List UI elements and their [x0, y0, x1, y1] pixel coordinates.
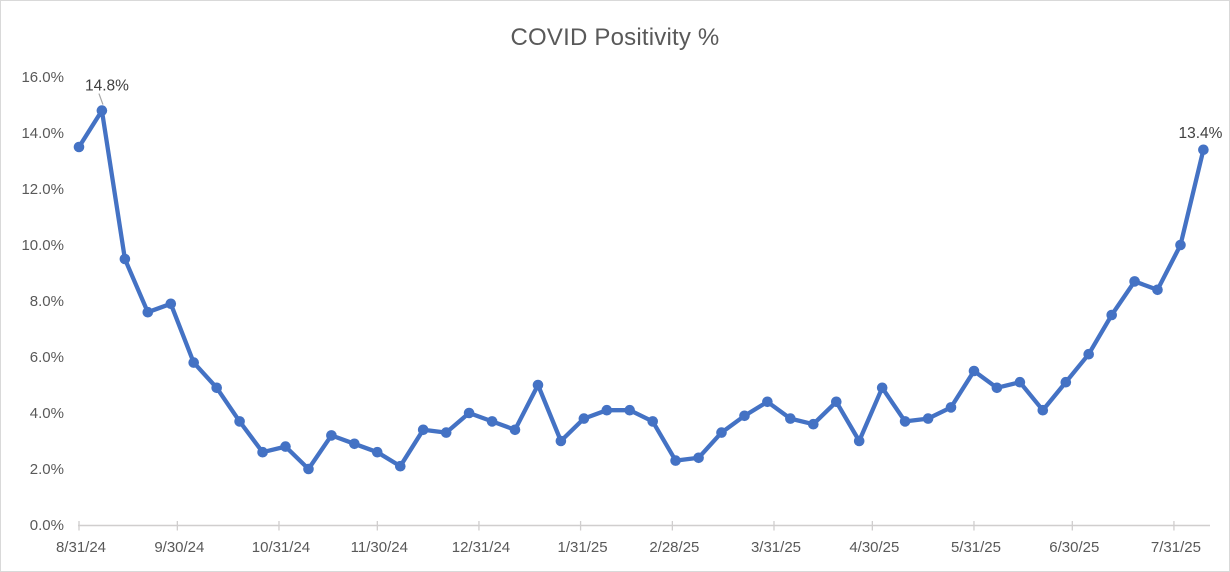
x-axis-tick-label: 7/31/25	[1151, 539, 1201, 556]
data-point-marker	[509, 424, 521, 436]
data-point-label: 14.8%	[85, 78, 129, 95]
x-axis-tick-label: 8/31/24	[56, 539, 106, 556]
data-point-marker	[1037, 404, 1049, 416]
data-point-marker	[395, 460, 406, 472]
y-axis-tick-label: 12.0%	[21, 181, 64, 198]
data-point-marker	[372, 446, 383, 458]
data-label-leader-line	[98, 93, 104, 105]
data-point-marker	[349, 438, 360, 450]
y-axis-tick-label: 2.0%	[30, 461, 64, 478]
y-axis-tick-label: 10.0%	[21, 237, 64, 254]
data-point-label: 13.4%	[1178, 125, 1222, 142]
data-point-marker	[1083, 348, 1094, 360]
data-point-marker	[486, 416, 498, 427]
chart-title: COVID Positivity %	[510, 24, 720, 51]
series-line	[76, 108, 1206, 472]
data-point-marker	[142, 306, 154, 318]
data-point-marker	[601, 404, 613, 416]
data-point-marker	[624, 404, 635, 416]
data-point-marker	[785, 413, 796, 424]
data-point-marker	[670, 455, 681, 466]
data-point-marker	[463, 407, 475, 419]
data-point-marker	[831, 396, 842, 408]
data-point-marker	[853, 435, 865, 447]
y-axis-tick-label: 0.0%	[30, 517, 64, 534]
data-point-marker	[693, 452, 704, 464]
data-point-marker	[417, 424, 429, 436]
data-point-marker	[739, 410, 750, 422]
data-point-marker	[1198, 144, 1209, 156]
data-point-marker	[555, 435, 567, 447]
data-point-marker	[762, 396, 773, 408]
y-axis-tick-label: 6.0%	[30, 349, 64, 366]
data-point-marker	[1129, 276, 1140, 287]
y-axis-tick-label: 4.0%	[30, 405, 64, 422]
data-point-marker	[211, 382, 222, 394]
data-point-marker	[1014, 376, 1026, 388]
data-point-marker	[532, 379, 544, 391]
x-axis-tick-label: 1/31/25	[558, 539, 608, 556]
data-point-marker	[96, 105, 108, 116]
x-axis-tick-label: 12/31/24	[452, 539, 510, 556]
data-point-marker	[647, 416, 658, 427]
data-point-marker	[922, 413, 934, 424]
data-point-marker	[876, 382, 888, 394]
data-point-marker	[716, 427, 727, 438]
data-point-marker	[968, 365, 980, 377]
data-point-marker	[73, 141, 85, 153]
data-point-marker	[280, 441, 291, 452]
data-point-marker	[899, 416, 911, 427]
x-axis-tick-label: 6/30/25	[1049, 539, 1099, 556]
y-axis-tick-label: 16.0%	[21, 69, 64, 86]
data-point-marker	[1175, 239, 1186, 251]
x-axis-tick-label: 2/28/25	[649, 539, 699, 556]
data-point-marker	[1060, 376, 1072, 388]
x-axis-tick-label: 5/31/25	[951, 539, 1001, 556]
data-point-marker	[257, 446, 268, 458]
x-axis-tick-label: 4/30/25	[849, 539, 899, 556]
data-point-marker	[303, 463, 314, 475]
data-point-marker	[188, 357, 199, 368]
data-point-marker	[578, 413, 590, 424]
data-point-marker	[945, 402, 957, 413]
y-axis-tick-label: 14.0%	[21, 125, 64, 142]
x-axis-tick-label: 10/31/24	[252, 539, 310, 556]
x-axis-tick-label: 9/30/24	[154, 539, 204, 556]
data-point-marker	[165, 298, 177, 310]
x-axis-tick-label: 3/31/25	[751, 539, 801, 556]
data-point-marker	[440, 427, 452, 438]
data-point-marker	[119, 253, 131, 265]
data-point-marker	[234, 416, 245, 427]
data-point-marker	[808, 418, 819, 430]
data-point-marker	[1106, 309, 1117, 321]
data-point-marker	[326, 430, 337, 441]
y-axis-tick-label: 8.0%	[30, 293, 64, 310]
data-point-marker	[1152, 284, 1163, 296]
x-axis-tick-label: 11/30/24	[351, 539, 408, 556]
data-point-marker	[991, 382, 1003, 394]
